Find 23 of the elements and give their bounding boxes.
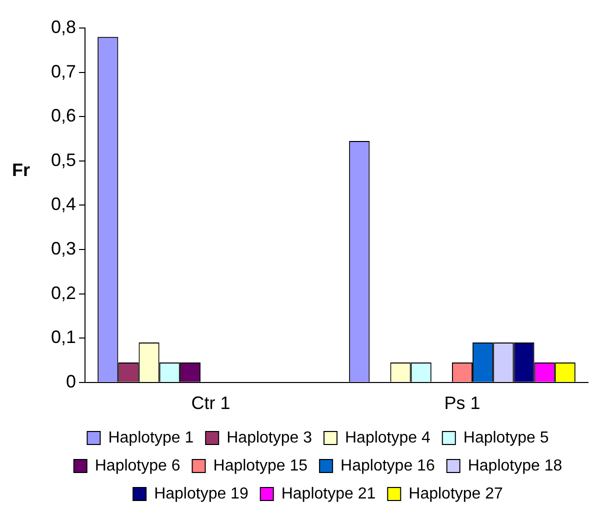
legend-label: Haplotype 21 (281, 485, 376, 502)
y-tick-label: 0,4 (50, 194, 76, 214)
legend-label: Haplotype 6 (94, 457, 180, 474)
y-axis-title: Fr (12, 160, 30, 181)
y-tick-label: 0,2 (50, 282, 76, 303)
y-tick-label: 0,7 (50, 61, 76, 82)
y-tick-label: 0,5 (50, 150, 76, 170)
x-tick-label: Ctr 1 (191, 393, 230, 414)
legend-label: Haplotype 15 (213, 457, 308, 474)
y-tick-label: 0 (66, 371, 76, 392)
legend-label: Haplotype 1 (108, 429, 194, 446)
legend-label: Haplotype 3 (226, 429, 312, 446)
y-tick-label: 0,1 (50, 327, 76, 348)
y-tick-label: 0,6 (50, 106, 76, 126)
y-tick-label: 0,3 (50, 238, 76, 258)
legend-label: Haplotype 27 (408, 485, 504, 502)
x-tick-label: Ps 1 (444, 393, 480, 414)
legend-label: Haplotype 16 (340, 457, 435, 474)
y-tick-label: 0,8 (50, 16, 76, 37)
legend-label: Haplotype 4 (345, 429, 430, 446)
legend-label: Haplotype 19 (154, 485, 248, 502)
legend-label: Haplotype 18 (468, 457, 562, 474)
legend-label: Haplotype 5 (463, 429, 549, 446)
